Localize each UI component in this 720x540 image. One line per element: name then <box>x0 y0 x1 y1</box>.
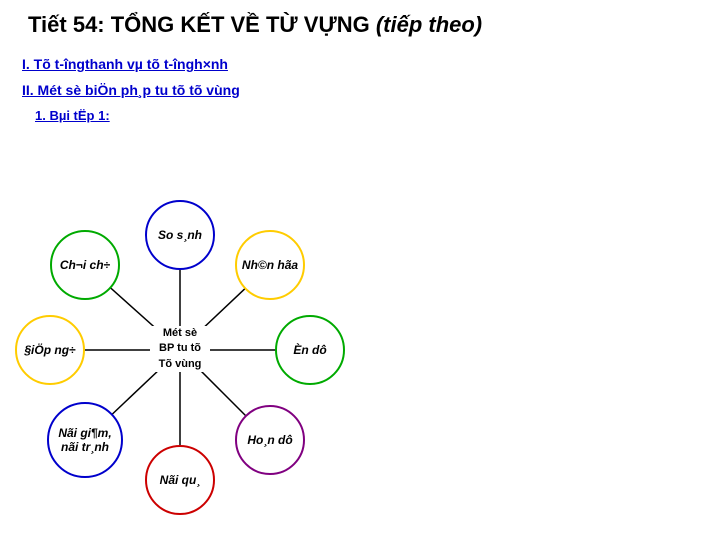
center-line2: BP tu tõ <box>159 342 201 354</box>
diagram-container: So s¸nh Nh©n hãa Èn dô Ho¸n dô Nãi qu¸ Nãi gi… <box>0 180 380 540</box>
diagram-node: So s¸nh <box>145 200 215 270</box>
center-line1: Mét sè <box>163 327 197 339</box>
page-title: Tiết 54: TỔNG KẾT VỀ TỪ VỰNG (tiếp theo) <box>0 0 720 42</box>
diagram-node: Nãi gi¶m, nãi tr¸nh <box>47 402 123 478</box>
heading-3: 1. Bµi tËp 1: <box>0 102 720 127</box>
diagram-node: Nãi qu¸ <box>145 445 215 515</box>
diagram-center-label: Mét sè BP tu tõ Tõ vùng <box>150 326 210 372</box>
diagram-node: Nh©n hãa <box>235 230 305 300</box>
title-italic: (tiếp theo) <box>376 12 482 37</box>
diagram-node: Èn dô <box>275 315 345 385</box>
heading-2: II. Mét sè biÖn ph¸p tu tõ tõ vùng <box>0 76 720 102</box>
heading-1: I. Tõ t-îngthanh vµ tõ t-îngh×nh <box>0 42 720 76</box>
title-prefix: Tiết 54: TỔNG KẾT VỀ TỪ VỰNG <box>28 12 376 37</box>
diagram-node: Ho¸n dô <box>235 405 305 475</box>
diagram-node: §iÖp ng÷ <box>15 315 85 385</box>
center-line3: Tõ vùng <box>159 358 202 370</box>
diagram-node: Ch¬i ch÷ <box>50 230 120 300</box>
